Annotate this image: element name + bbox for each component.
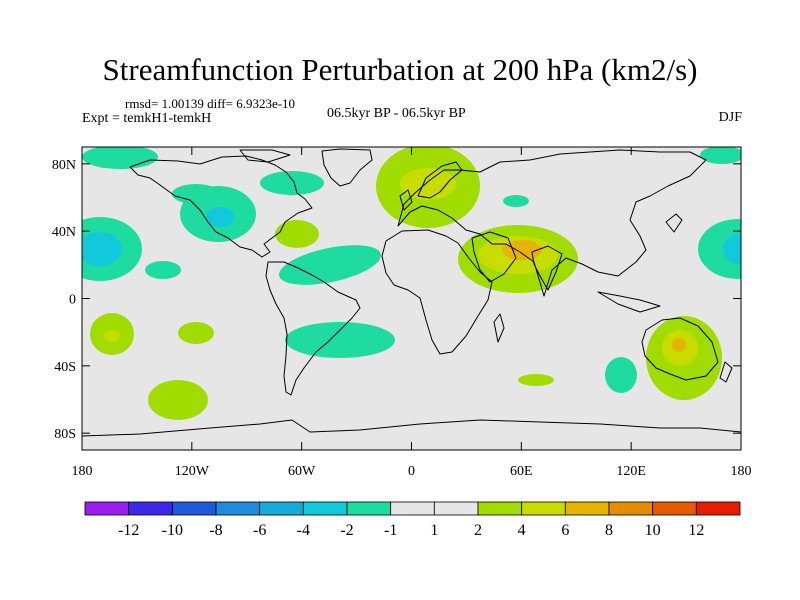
colorbar-label: 4 xyxy=(518,522,526,539)
coast-antarctica xyxy=(82,419,741,437)
x-axis: 180 120W 60W 0 60E 120E 180 xyxy=(72,147,752,479)
contour-west-pacific-low-left-core xyxy=(82,232,122,266)
contour-west-pacific-low-right xyxy=(698,219,741,279)
colorbar-swatch xyxy=(433,501,479,516)
colorbar-label: -8 xyxy=(209,522,222,539)
coast-india xyxy=(531,245,563,291)
colorbar-swatch xyxy=(215,501,261,516)
colorbar-label: 8 xyxy=(605,522,613,539)
chart-title: Streamfunction Perturbation at 200 hPa (… xyxy=(102,52,698,87)
coast-north-america xyxy=(129,155,313,258)
contour-australia-high-core xyxy=(672,338,686,352)
period-label: 06.5kyr BP - 06.5kyr BP xyxy=(327,106,466,121)
contour-gulf-high xyxy=(275,220,319,248)
contour-north-america-low-core xyxy=(206,207,234,227)
contour-caspian-low xyxy=(503,195,529,207)
x-tick-label: 0 xyxy=(408,464,415,479)
anomaly-contours xyxy=(82,147,741,420)
y-tick-label: 40N xyxy=(52,225,76,240)
colorbar-label: -2 xyxy=(340,522,353,539)
experiment-label: Expt = temkH1-temkH xyxy=(82,111,212,126)
y-tick-label: 0 xyxy=(69,293,76,308)
x-tick-label: 120E xyxy=(616,464,646,479)
coast-australia xyxy=(641,317,719,381)
x-tick-label: 60W xyxy=(288,464,316,479)
colorbar-label: 6 xyxy=(561,522,569,539)
colorbar-label: 10 xyxy=(645,522,661,539)
colorbar-swatch xyxy=(521,501,566,516)
contour-indian-ocean-low xyxy=(605,357,637,393)
contour-south-pacific-high-2 xyxy=(178,322,214,344)
coast-south-america xyxy=(265,261,361,396)
colorbar-label: 12 xyxy=(688,522,704,539)
x-tick-label: 180 xyxy=(731,464,752,479)
colorbar-swatch xyxy=(171,501,217,516)
coast-scandinavia xyxy=(417,161,463,199)
coast-indonesia xyxy=(597,291,661,313)
stats-text: rmsd= 1.00139 diff= 6.9323e-10 xyxy=(125,96,296,111)
coast-eurasia xyxy=(397,149,707,297)
colorbar-swatch xyxy=(652,501,697,516)
contour-siberia-low xyxy=(700,147,741,164)
colorbar-swatch xyxy=(84,501,130,516)
contour-canada-low xyxy=(260,171,324,195)
y-axis: 80N 40N 0 40S 80S xyxy=(52,158,741,442)
colorbar-swatch xyxy=(128,501,173,516)
coastlines xyxy=(82,148,741,437)
coast-arabia xyxy=(471,231,517,283)
coast-japan xyxy=(665,213,683,233)
x-tick-label: 60E xyxy=(510,464,533,479)
colorbar-swatch xyxy=(346,501,392,516)
season-label: DJF xyxy=(718,110,742,125)
colorbar-label: -6 xyxy=(253,522,266,539)
colorbar-swatch xyxy=(608,501,654,516)
coast-arctic-islands xyxy=(239,149,291,163)
x-tick-label: 180 xyxy=(72,464,93,479)
y-tick-label: 40S xyxy=(54,360,76,375)
colorbar: -12 -10 -8 -6 -4 -2 -1 1 2 4 6 8 10 12 xyxy=(84,501,741,539)
contour-europe-high-inner xyxy=(400,168,456,200)
colorbar-label: -10 xyxy=(162,522,183,539)
colorbar-swatch xyxy=(390,501,435,516)
contour-south-america-low xyxy=(285,322,395,358)
colorbar-swatch xyxy=(564,501,610,516)
colorbar-swatch xyxy=(695,501,741,516)
colorbar-label: -1 xyxy=(384,522,397,539)
coast-greenland xyxy=(321,148,373,187)
colorbar-label: -4 xyxy=(297,522,310,539)
coast-madagascar xyxy=(493,313,505,343)
colorbar-swatch xyxy=(477,501,523,516)
coast-british-isles xyxy=(399,189,413,211)
colorbar-label: 1 xyxy=(430,522,438,539)
coast-new-zealand xyxy=(719,361,733,383)
colorbar-label: 2 xyxy=(474,522,482,539)
contour-pacific-low-small xyxy=(145,261,181,279)
contour-south-pacific-high-core xyxy=(104,330,120,342)
colorbar-swatch xyxy=(302,501,348,516)
contour-arctic-low xyxy=(82,147,158,169)
contour-atlantic-low xyxy=(279,245,381,285)
y-tick-label: 80N xyxy=(52,158,76,173)
x-tick-label: 120W xyxy=(175,464,210,479)
colorbar-swatch xyxy=(259,501,304,516)
coast-africa xyxy=(381,229,493,355)
contour-alaska-low xyxy=(172,184,220,204)
colorbar-label: -12 xyxy=(118,522,139,539)
contour-south-indian-high xyxy=(518,374,554,386)
contour-west-pacific-low-right-core xyxy=(723,233,741,265)
contour-south-high-west xyxy=(148,380,208,420)
y-tick-label: 80S xyxy=(54,427,76,442)
